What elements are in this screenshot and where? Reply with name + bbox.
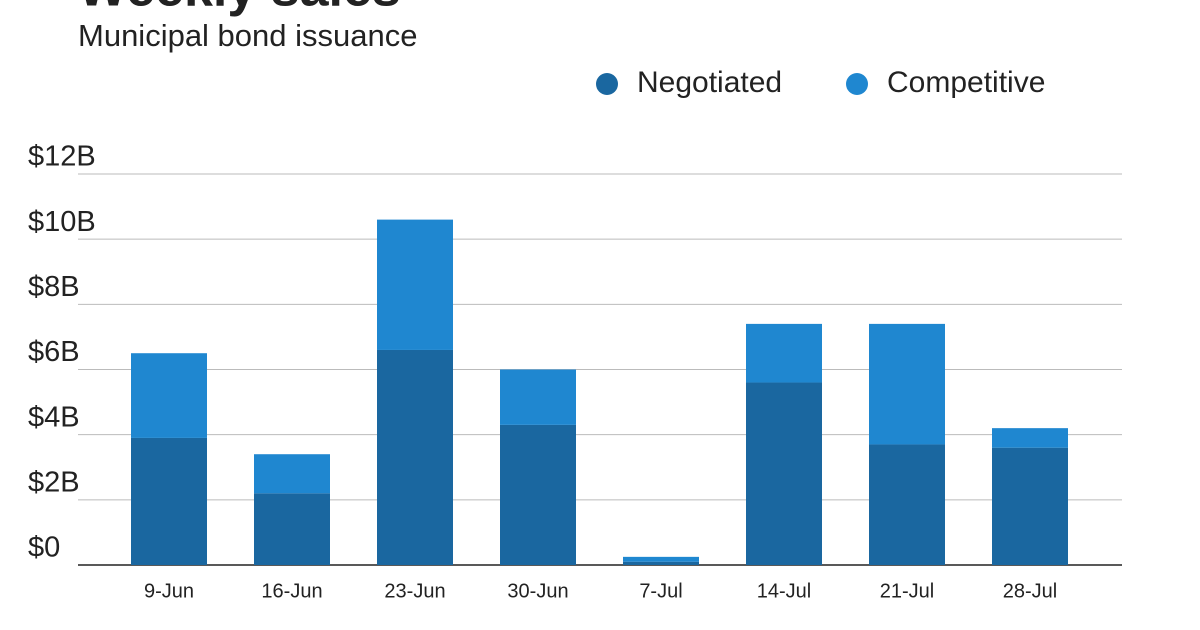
bar-segment xyxy=(746,382,822,565)
legend-marker xyxy=(846,73,868,95)
bar-segment xyxy=(377,219,453,350)
bar-segment xyxy=(623,556,699,562)
x-tick-label: 28-Jul xyxy=(1003,580,1057,602)
legend-label: Competitive xyxy=(887,66,1045,99)
y-tick-label: $6B xyxy=(28,336,80,368)
bar-segment xyxy=(746,323,822,383)
bar-segment xyxy=(992,447,1068,565)
bar-segment xyxy=(500,424,576,565)
x-tick-label: 30-Jun xyxy=(507,580,568,602)
bar-segment xyxy=(131,437,207,565)
legend-marker xyxy=(596,73,618,95)
y-tick-label: $10B xyxy=(28,206,96,238)
x-tick-label: 14-Jul xyxy=(757,580,811,602)
bar-segment xyxy=(869,323,945,445)
x-tick-label: 7-Jul xyxy=(639,580,682,602)
bar-segment xyxy=(623,561,699,565)
x-tick-label: 23-Jun xyxy=(384,580,445,602)
y-tick-label: $4B xyxy=(28,401,80,433)
x-tick-label: 9-Jun xyxy=(144,580,194,602)
bar-segment xyxy=(500,369,576,425)
chart-title: Weekly sales xyxy=(78,0,401,18)
bar-segment xyxy=(131,353,207,438)
bar-segment xyxy=(377,349,453,565)
bar-segment xyxy=(254,493,330,565)
x-tick-label: 16-Jun xyxy=(261,580,322,602)
y-tick-label: $2B xyxy=(28,466,80,498)
bar-segment xyxy=(992,428,1068,448)
y-tick-label: $12B xyxy=(28,141,96,173)
x-tick-label: 21-Jul xyxy=(880,580,934,602)
y-tick-label: $0 xyxy=(28,532,60,564)
bar-segment xyxy=(869,444,945,565)
legend-label: Negotiated xyxy=(637,66,782,99)
bar-segment xyxy=(254,454,330,494)
y-tick-label: $8B xyxy=(28,271,80,303)
chart-subtitle: Municipal bond issuance xyxy=(78,18,418,53)
